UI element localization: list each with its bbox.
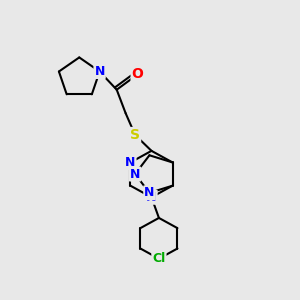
Text: N: N xyxy=(125,156,136,169)
Text: N: N xyxy=(146,191,157,204)
Text: Cl: Cl xyxy=(152,252,166,265)
Text: O: O xyxy=(132,68,143,81)
Text: N: N xyxy=(94,65,105,78)
Text: N: N xyxy=(144,186,154,199)
Text: N: N xyxy=(130,168,140,181)
Text: S: S xyxy=(130,128,140,142)
